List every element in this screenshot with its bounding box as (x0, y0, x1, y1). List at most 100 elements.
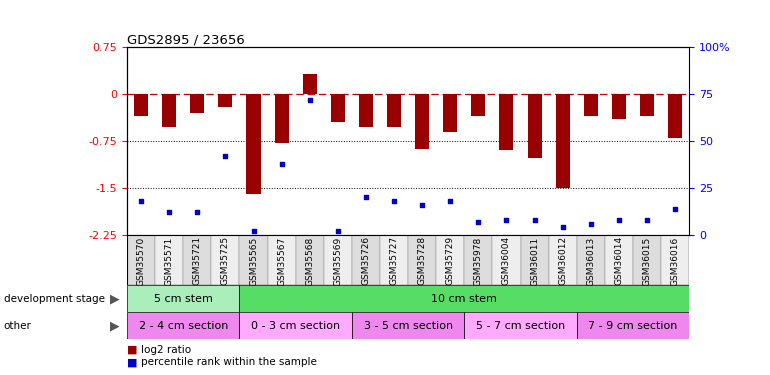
Text: 10 cm stem: 10 cm stem (431, 294, 497, 304)
Text: 5 - 7 cm section: 5 - 7 cm section (476, 321, 565, 331)
Text: GSM36004: GSM36004 (502, 236, 511, 285)
Text: percentile rank within the sample: percentile rank within the sample (141, 357, 316, 368)
Point (444, 198, 457, 204)
Bar (464, 312, 577, 339)
Bar (471, 94, 485, 116)
Point (557, 224, 569, 230)
Bar (303, 74, 316, 94)
Point (276, 160, 288, 166)
Text: GSM35570: GSM35570 (136, 236, 146, 285)
Bar (239, 312, 352, 339)
Point (332, 228, 344, 234)
Bar (500, 94, 514, 150)
Point (388, 198, 400, 204)
Text: ■: ■ (127, 357, 141, 368)
Bar (436, 235, 464, 285)
Bar (275, 94, 289, 143)
Bar (387, 94, 401, 127)
Point (500, 217, 513, 223)
Text: ▶: ▶ (109, 320, 119, 332)
Text: GSM36012: GSM36012 (558, 236, 567, 285)
Point (219, 153, 232, 159)
Bar (359, 94, 373, 127)
Bar (577, 312, 689, 339)
Bar (127, 285, 239, 312)
Bar (296, 235, 324, 285)
Text: GSM35569: GSM35569 (333, 236, 343, 285)
Text: 3 - 5 cm section: 3 - 5 cm section (363, 321, 453, 331)
Bar (415, 94, 429, 149)
Bar (584, 94, 598, 116)
Text: GSM35568: GSM35568 (305, 236, 314, 285)
Text: ▶: ▶ (109, 292, 119, 305)
Bar (211, 235, 239, 285)
Bar (493, 235, 521, 285)
Bar (239, 285, 689, 312)
Bar (239, 235, 268, 285)
Text: GSM35729: GSM35729 (446, 236, 455, 285)
Point (584, 220, 597, 226)
Bar (246, 94, 260, 194)
Bar (668, 94, 682, 138)
Bar (352, 235, 380, 285)
Bar (640, 94, 654, 116)
Text: GSM35721: GSM35721 (192, 236, 202, 285)
Point (303, 97, 316, 103)
Point (641, 217, 653, 223)
Text: other: other (4, 321, 32, 331)
Bar (548, 235, 577, 285)
Bar (162, 94, 176, 127)
Text: GSM35567: GSM35567 (277, 236, 286, 285)
Bar (183, 235, 211, 285)
Point (528, 217, 541, 223)
Bar (331, 94, 345, 122)
Text: GSM35571: GSM35571 (165, 236, 174, 285)
Point (247, 228, 259, 234)
Text: GSM36013: GSM36013 (586, 236, 595, 285)
Bar (577, 235, 605, 285)
Bar (464, 235, 493, 285)
Text: GDS2895 / 23656: GDS2895 / 23656 (127, 33, 245, 46)
Bar (633, 235, 661, 285)
Text: GSM35725: GSM35725 (221, 236, 230, 285)
Text: GSM35978: GSM35978 (474, 236, 483, 285)
Bar (134, 94, 148, 116)
Bar (444, 94, 457, 132)
Text: log2 ratio: log2 ratio (141, 345, 191, 355)
Text: GSM36011: GSM36011 (530, 236, 539, 285)
Bar (380, 235, 408, 285)
Bar (612, 94, 626, 119)
Text: GSM36014: GSM36014 (614, 236, 624, 285)
Bar (527, 94, 541, 158)
Bar (127, 235, 156, 285)
Point (163, 209, 176, 215)
Bar (521, 235, 548, 285)
Text: ■: ■ (127, 345, 141, 355)
Text: 0 - 3 cm section: 0 - 3 cm section (251, 321, 340, 331)
Bar (323, 235, 352, 285)
Point (669, 206, 681, 212)
Bar (556, 94, 570, 188)
Text: 7 - 9 cm section: 7 - 9 cm section (588, 321, 678, 331)
Bar (219, 94, 233, 106)
Point (416, 202, 428, 208)
Point (191, 209, 203, 215)
Point (472, 219, 484, 225)
Text: GSM36016: GSM36016 (671, 236, 680, 285)
Text: GSM35728: GSM35728 (417, 236, 427, 285)
Point (135, 198, 147, 204)
Text: development stage: development stage (4, 294, 105, 304)
Bar (190, 94, 204, 113)
Bar (661, 235, 689, 285)
Text: GSM35565: GSM35565 (249, 236, 258, 285)
Bar (268, 235, 296, 285)
Point (360, 194, 372, 200)
Text: GSM36015: GSM36015 (642, 236, 651, 285)
Bar (352, 312, 464, 339)
Text: GSM35726: GSM35726 (361, 236, 370, 285)
Text: 2 - 4 cm section: 2 - 4 cm section (139, 321, 228, 331)
Bar (127, 312, 239, 339)
Text: 5 cm stem: 5 cm stem (154, 294, 213, 304)
Bar (605, 235, 633, 285)
Point (613, 217, 625, 223)
